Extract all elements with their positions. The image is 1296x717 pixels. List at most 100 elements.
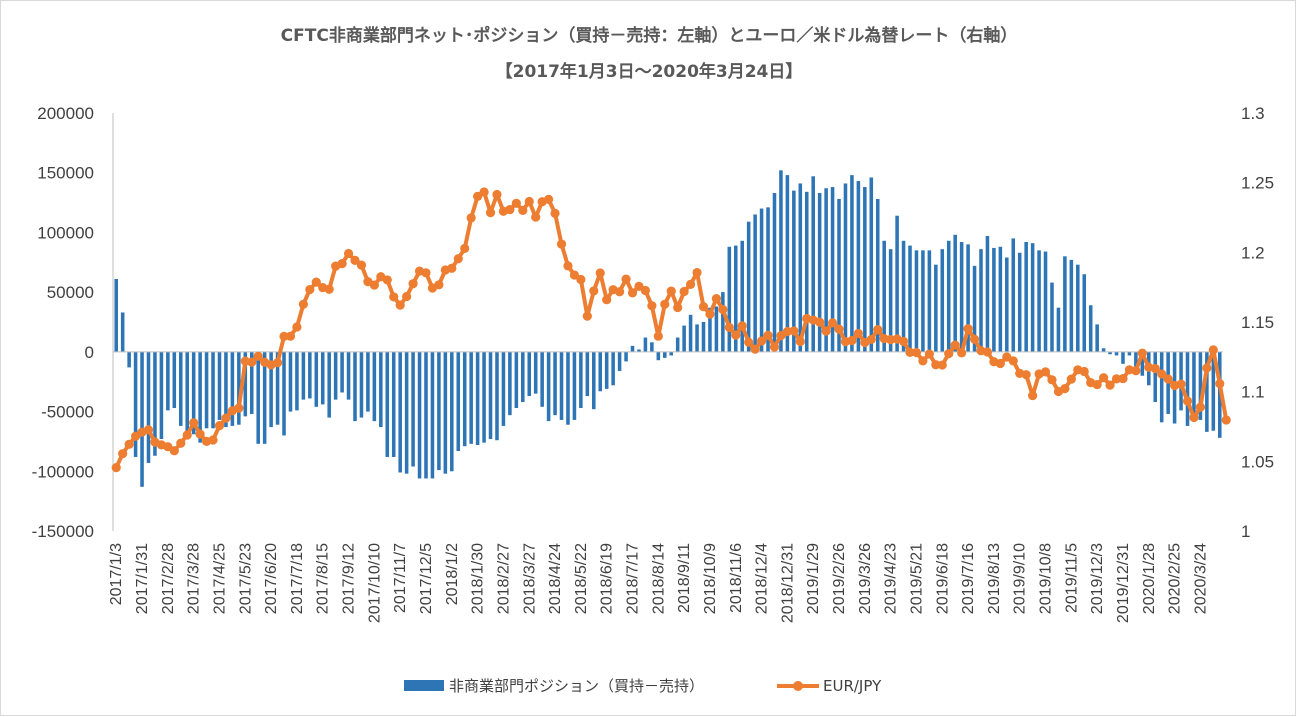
line-point: [550, 208, 560, 218]
line-point: [466, 213, 476, 223]
bar: [495, 351, 499, 441]
bar: [643, 337, 648, 352]
right-tick-label: 1: [1241, 522, 1250, 541]
bar: [940, 249, 945, 352]
bar: [843, 183, 848, 352]
line-point: [1099, 373, 1109, 383]
bar: [966, 244, 970, 352]
bar: [592, 351, 596, 410]
bar-series: [114, 170, 1222, 487]
line-point: [937, 360, 947, 370]
x-tick-label: 2017/1/3: [108, 543, 125, 605]
x-tick-label: 2019/1/29: [805, 543, 822, 614]
line-point: [737, 321, 747, 331]
bar: [275, 351, 280, 425]
bar: [301, 351, 306, 400]
bar: [1069, 259, 1074, 352]
bar: [1134, 351, 1138, 369]
line-point: [815, 317, 825, 327]
chart-subtitle: 【2017年1月3日～2020年3月24日】: [496, 61, 803, 82]
bar: [1030, 243, 1035, 352]
line-point: [705, 309, 715, 319]
right-tick-label: 1.25: [1241, 174, 1274, 193]
line-point: [569, 270, 580, 280]
x-tick-label: 2018/8/14: [650, 543, 667, 614]
bar: [740, 240, 744, 352]
line-point: [1176, 379, 1186, 389]
bar: [1159, 351, 1164, 423]
line-point: [944, 349, 954, 359]
x-tick-label: 2019/2/26: [831, 543, 848, 614]
bar: [391, 351, 396, 457]
bar: [604, 351, 609, 389]
bar: [663, 351, 667, 358]
bar: [1056, 307, 1061, 352]
x-tick-label: 2018/4/24: [547, 543, 564, 614]
bar: [437, 351, 441, 471]
bar: [934, 264, 938, 352]
bar: [404, 351, 409, 474]
bar: [617, 351, 622, 371]
bar: [682, 325, 686, 352]
bar: [566, 351, 570, 425]
line-point: [505, 204, 515, 215]
line-point: [827, 318, 838, 328]
line-point: [731, 330, 741, 340]
line-point: [421, 268, 431, 278]
line-point: [189, 418, 199, 428]
line-point: [640, 285, 651, 296]
bar: [585, 351, 590, 397]
bar: [366, 351, 370, 412]
x-tick-label: 2020/2/25: [1167, 543, 1184, 614]
line-point: [292, 322, 302, 332]
line-point: [834, 324, 844, 334]
line-point: [795, 336, 805, 347]
bar: [217, 351, 222, 420]
line-point: [711, 293, 722, 304]
line-point: [750, 344, 760, 354]
line-point: [724, 322, 734, 333]
bar: [127, 351, 131, 368]
bar: [675, 337, 680, 352]
bar: [792, 190, 796, 352]
x-tick-label: 2018/1/30: [470, 543, 487, 614]
line-point: [1028, 390, 1038, 401]
line-point: [214, 421, 225, 431]
bar: [417, 351, 422, 479]
line-point: [1105, 380, 1115, 390]
bar: [998, 246, 1003, 352]
x-tick-label: 2017/2/28: [160, 543, 177, 614]
line-point: [1060, 384, 1070, 394]
x-tick-label: 2018/12/4: [754, 543, 771, 614]
x-tick-label: 2019/7/16: [960, 543, 977, 614]
line-point: [1047, 375, 1057, 385]
line-point: [485, 208, 496, 218]
line-point: [169, 446, 179, 456]
line-point: [343, 248, 354, 259]
bar: [211, 351, 215, 429]
bar: [327, 351, 331, 418]
x-tick-label: 2020/1/28: [1141, 543, 1158, 614]
x-tick-label: 2018/5/22: [573, 543, 590, 614]
bar: [166, 351, 170, 411]
bar: [546, 351, 551, 422]
line-point: [1079, 366, 1089, 377]
bar: [333, 351, 338, 400]
line-point: [434, 280, 444, 290]
line-point: [408, 279, 418, 289]
bar: [533, 351, 538, 394]
bar: [979, 249, 983, 352]
line-point: [1195, 402, 1206, 412]
line-point: [679, 286, 689, 297]
x-tick-label: 2019/9/10: [1012, 543, 1029, 614]
line-point: [492, 189, 502, 200]
line-point: [1111, 374, 1122, 384]
axes: [112, 113, 1223, 531]
bar: [1211, 351, 1216, 431]
x-tick-label: 2017/8/15: [315, 543, 332, 614]
line-point: [898, 336, 909, 346]
line-point: [1215, 379, 1225, 389]
bar: [204, 351, 209, 429]
bar: [1153, 351, 1158, 403]
